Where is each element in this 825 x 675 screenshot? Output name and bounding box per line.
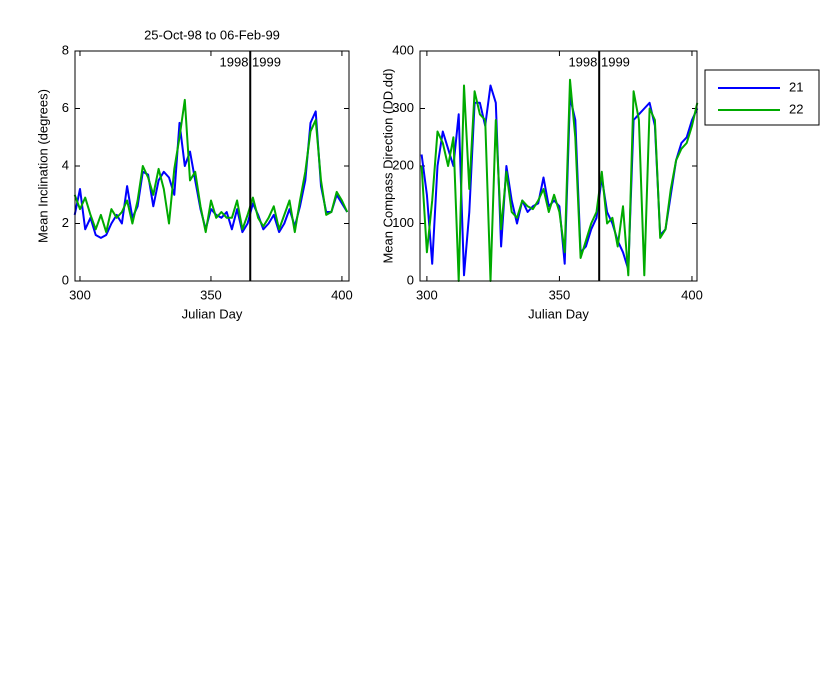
y-tick-label: 400 bbox=[392, 42, 414, 57]
y-tick-label: 0 bbox=[62, 272, 69, 287]
y-tick-label: 300 bbox=[392, 100, 414, 115]
x-axis-label: Julian Day bbox=[528, 306, 589, 321]
y-tick-label: 6 bbox=[62, 100, 69, 115]
y-tick-label: 200 bbox=[392, 157, 414, 172]
legend-box bbox=[704, 69, 820, 126]
y-tick-label: 4 bbox=[62, 157, 69, 172]
y-tick-label: 0 bbox=[407, 272, 414, 287]
data-line bbox=[420, 78, 699, 282]
legend-label: 22 bbox=[789, 101, 803, 116]
x-axis-label: Julian Day bbox=[182, 306, 243, 321]
y-axis-label: Mean Inclination (degrees) bbox=[35, 89, 50, 243]
chart-title: 25-Oct-98 to 06-Feb-99 bbox=[144, 27, 280, 42]
annotation: 1998 1999 bbox=[568, 54, 629, 69]
data-line bbox=[73, 110, 349, 239]
x-tick-label: 400 bbox=[331, 287, 353, 302]
x-tick-label: 350 bbox=[200, 287, 222, 302]
axes-box bbox=[419, 50, 698, 282]
y-axis-label: Mean Compass Direction (DD.dd) bbox=[380, 68, 395, 263]
legend-label: 21 bbox=[789, 79, 803, 94]
x-tick-label: 300 bbox=[416, 287, 438, 302]
annotation: 1998 1999 bbox=[220, 54, 281, 69]
x-tick-label: 400 bbox=[681, 287, 703, 302]
y-tick-label: 2 bbox=[62, 215, 69, 230]
data-line bbox=[73, 98, 349, 234]
x-tick-label: 300 bbox=[69, 287, 91, 302]
axes-box bbox=[74, 50, 350, 282]
y-tick-label: 8 bbox=[62, 42, 69, 57]
y-tick-label: 100 bbox=[392, 215, 414, 230]
x-tick-label: 350 bbox=[549, 287, 571, 302]
